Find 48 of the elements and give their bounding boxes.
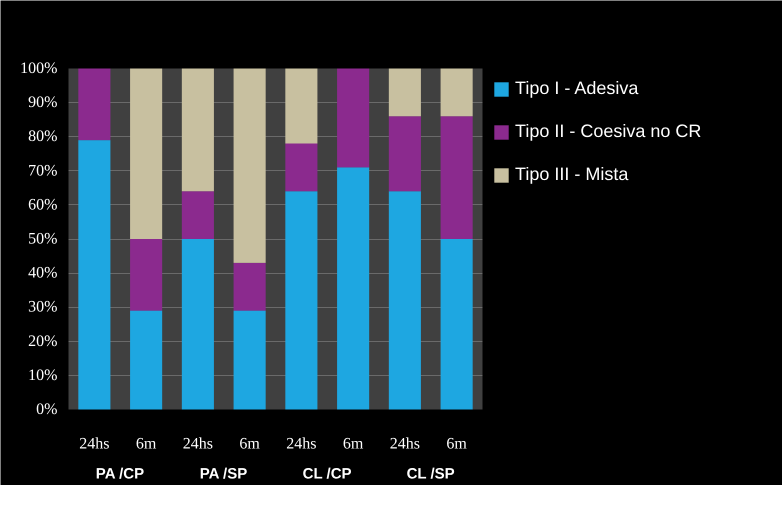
y-tick-label: 60%: [28, 196, 58, 214]
legend-label: Tipo III - Mista: [515, 164, 628, 185]
y-tick-label: 0%: [36, 401, 58, 418]
bar: [440, 68, 473, 116]
bar: [285, 144, 318, 192]
x-tick-label: 6m: [342, 436, 364, 452]
bar: [285, 191, 318, 410]
bar: [440, 239, 473, 410]
legend-label: Tipo I - Adesiva: [515, 78, 638, 99]
bar: [182, 191, 214, 239]
y-tick-label: 40%: [28, 264, 58, 282]
bar: [234, 310, 266, 410]
bar: [130, 239, 162, 311]
bar: [234, 262, 266, 311]
x-tick-label: 24hs: [182, 436, 213, 452]
x-tick-label: 24hs: [286, 436, 316, 452]
y-tick-label: 50%: [28, 230, 58, 248]
y-tick-label: 10%: [28, 366, 58, 384]
bar: [78, 140, 110, 410]
bar: [440, 116, 473, 239]
x-tick-label: 6m: [136, 436, 157, 452]
bar: [130, 68, 162, 239]
bar: [337, 68, 370, 168]
bar: [182, 239, 214, 410]
bar: [78, 68, 110, 140]
bar: [234, 68, 266, 263]
y-tick-label: 80%: [28, 128, 58, 146]
legend-label: Tipo II - Coesiva no CR: [515, 121, 702, 142]
x-tick-label: 6m: [239, 436, 260, 452]
y-tick-label: 100%: [20, 60, 58, 77]
y-tick-label: 20%: [28, 332, 58, 350]
bar: [388, 191, 421, 410]
bar: [388, 116, 421, 192]
y-tick-label: 90%: [28, 94, 58, 112]
x-tick-label: 24hs: [79, 436, 110, 452]
y-tick-label: 70%: [28, 162, 58, 180]
text: CL /SP: [406, 466, 455, 482]
x-tick-label: 6m: [446, 436, 468, 452]
x-tick-label: 24hs: [390, 436, 420, 452]
bar: [337, 167, 370, 410]
bar: [130, 310, 162, 410]
text: PA /CP: [96, 466, 144, 482]
bar: [388, 68, 421, 116]
bar: [182, 68, 214, 192]
text: CL /CP: [302, 466, 352, 482]
text: PA /SP: [200, 466, 248, 482]
y-tick-label: 30%: [28, 298, 58, 316]
bar: [285, 68, 318, 144]
